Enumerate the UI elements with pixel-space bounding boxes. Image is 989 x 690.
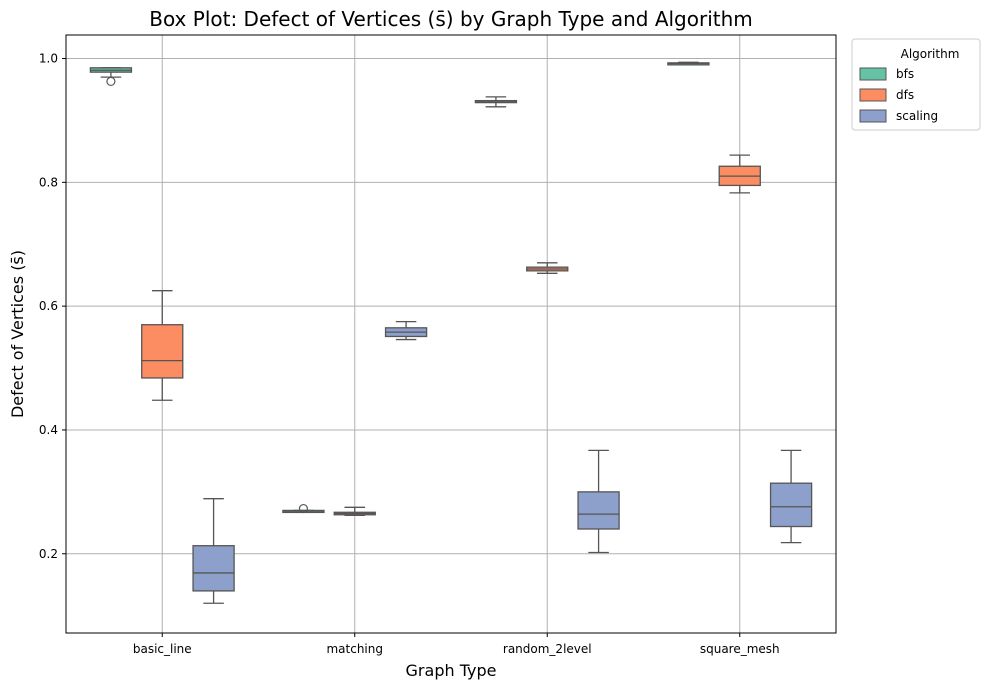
- y-tick-label: 0.2: [39, 547, 58, 561]
- box-dfs-matching: [333, 506, 376, 517]
- box-dfs-basic_line: [141, 290, 184, 401]
- box-body: [141, 324, 184, 379]
- legend-label-scaling: scaling: [896, 109, 938, 123]
- box-body: [577, 491, 620, 530]
- x-tick-label: matching: [326, 642, 383, 656]
- legend: Algorithm bfs dfs scaling: [851, 38, 981, 131]
- chart-title: Box Plot: Defect of Vertices (s̄) by Gra…: [149, 7, 753, 31]
- box-scaling-random_2level: [577, 449, 620, 554]
- x-tick-label: square_mesh: [700, 642, 780, 656]
- legend-swatch-dfs: [859, 88, 887, 102]
- x-axis-title: Graph Type: [406, 661, 497, 680]
- y-axis-title: Defect of Vertices (s̄): [8, 250, 27, 418]
- box-dfs-square_mesh: [718, 154, 761, 194]
- box-dfs-random_2level: [526, 262, 569, 274]
- y-tick-label: 0.4: [39, 423, 58, 437]
- box-bfs-random_2level: [474, 96, 518, 108]
- y-tick-label: 1.0: [39, 52, 58, 66]
- legend-swatch-bfs: [859, 67, 887, 81]
- plot-area-frame: [65, 34, 837, 634]
- x-tick-label: random_2level: [503, 642, 592, 656]
- legend-label-bfs: bfs: [896, 67, 914, 81]
- x-tick-label: basic_line: [133, 642, 192, 656]
- outlier-point: [298, 503, 309, 514]
- box-body: [192, 545, 235, 592]
- y-tick-label: 0.8: [39, 175, 58, 189]
- box-bfs-basic_line: [89, 67, 133, 87]
- box-scaling-matching: [384, 320, 428, 341]
- box-scaling-basic_line: [192, 498, 235, 604]
- box-body: [769, 482, 813, 528]
- box-bfs-matching: [282, 503, 325, 514]
- box-bfs-square_mesh: [667, 61, 710, 66]
- outlier-point: [106, 76, 116, 87]
- x-axis-ticks: basic_line matching random_2level square_me…: [133, 633, 780, 656]
- box-scaling-square_mesh: [769, 449, 813, 544]
- legend-label-dfs: dfs: [896, 88, 914, 102]
- legend-title: Algorithm: [901, 47, 960, 61]
- box-series: [89, 61, 813, 604]
- legend-swatch-scaling: [859, 109, 887, 123]
- y-tick-label: 0.6: [39, 299, 58, 313]
- legend-frame: [851, 38, 981, 131]
- y-axis-ticks: 0.2 0.4 0.6 0.8 1.0: [39, 52, 66, 561]
